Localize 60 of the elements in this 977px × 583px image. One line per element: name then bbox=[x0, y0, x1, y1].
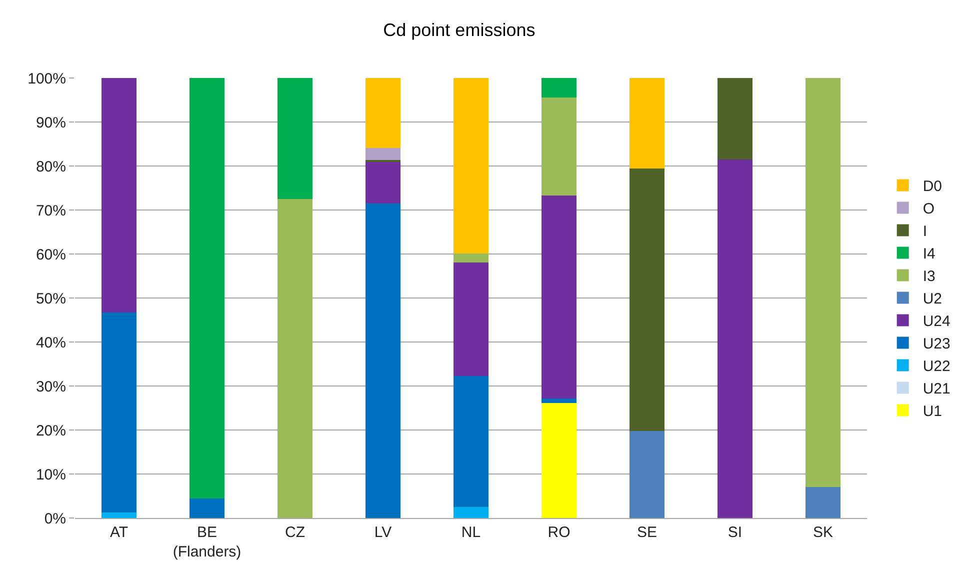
legend-label: I bbox=[922, 223, 928, 240]
bar bbox=[453, 507, 489, 518]
bar bbox=[629, 430, 665, 518]
x-tick-label: AT bbox=[110, 524, 128, 541]
bar bbox=[541, 398, 577, 404]
bar bbox=[629, 78, 665, 169]
x-tick-label: CZ bbox=[285, 524, 305, 541]
x-tick-label: NL bbox=[461, 524, 481, 541]
bar bbox=[453, 376, 489, 507]
bar bbox=[541, 78, 577, 98]
x-tick-label: BE (Flanders) bbox=[172, 524, 242, 560]
y-tick-label: 100% bbox=[28, 70, 66, 88]
bar bbox=[805, 486, 841, 518]
bar bbox=[101, 78, 137, 313]
bar bbox=[717, 159, 753, 518]
y-tick-label: 60% bbox=[36, 246, 66, 264]
x-tick-label: LV bbox=[374, 524, 392, 541]
x-tick-label: RO bbox=[548, 524, 570, 541]
legend-label: U23 bbox=[922, 336, 950, 353]
legend-label: U1 bbox=[922, 403, 942, 420]
bar bbox=[101, 312, 137, 512]
bar bbox=[541, 97, 577, 196]
legend-label: O bbox=[922, 200, 935, 218]
y-tick-label: 90% bbox=[36, 114, 66, 132]
bar bbox=[189, 498, 225, 518]
y-tick-label: 0% bbox=[44, 510, 66, 528]
bar bbox=[541, 403, 577, 518]
x-tick-label: SI bbox=[728, 524, 742, 541]
chart-title: Cd point emissions bbox=[383, 20, 536, 40]
legend-label: D0 bbox=[922, 178, 942, 196]
bar bbox=[189, 78, 225, 499]
legend-label: U21 bbox=[922, 380, 950, 398]
bar bbox=[365, 78, 401, 148]
bar bbox=[805, 78, 841, 487]
y-tick-label: 10% bbox=[36, 466, 66, 484]
bar bbox=[541, 195, 577, 398]
y-tick-label: 50% bbox=[36, 290, 66, 308]
x-tick-label: SE bbox=[636, 524, 658, 541]
bar bbox=[453, 262, 489, 376]
bar bbox=[453, 78, 489, 254]
bar bbox=[277, 199, 313, 518]
bar bbox=[365, 161, 401, 204]
bar bbox=[453, 254, 489, 262]
bar bbox=[365, 203, 401, 518]
legend-label: I4 bbox=[922, 246, 936, 263]
legend-label: U2 bbox=[922, 290, 942, 308]
bar bbox=[365, 148, 401, 160]
bar bbox=[101, 512, 137, 518]
legend-label: U22 bbox=[922, 358, 950, 376]
y-tick-label: 70% bbox=[36, 202, 66, 220]
legend-label: U24 bbox=[922, 313, 950, 330]
bar bbox=[277, 78, 313, 199]
bar bbox=[717, 78, 753, 160]
y-tick-label: 40% bbox=[36, 334, 66, 352]
legend-label: I3 bbox=[922, 268, 936, 286]
y-tick-label: 80% bbox=[36, 158, 66, 176]
y-tick-label: 20% bbox=[36, 422, 66, 440]
y-tick-label: 30% bbox=[36, 378, 66, 396]
bar bbox=[629, 168, 665, 431]
x-tick-label: SK bbox=[812, 524, 834, 541]
